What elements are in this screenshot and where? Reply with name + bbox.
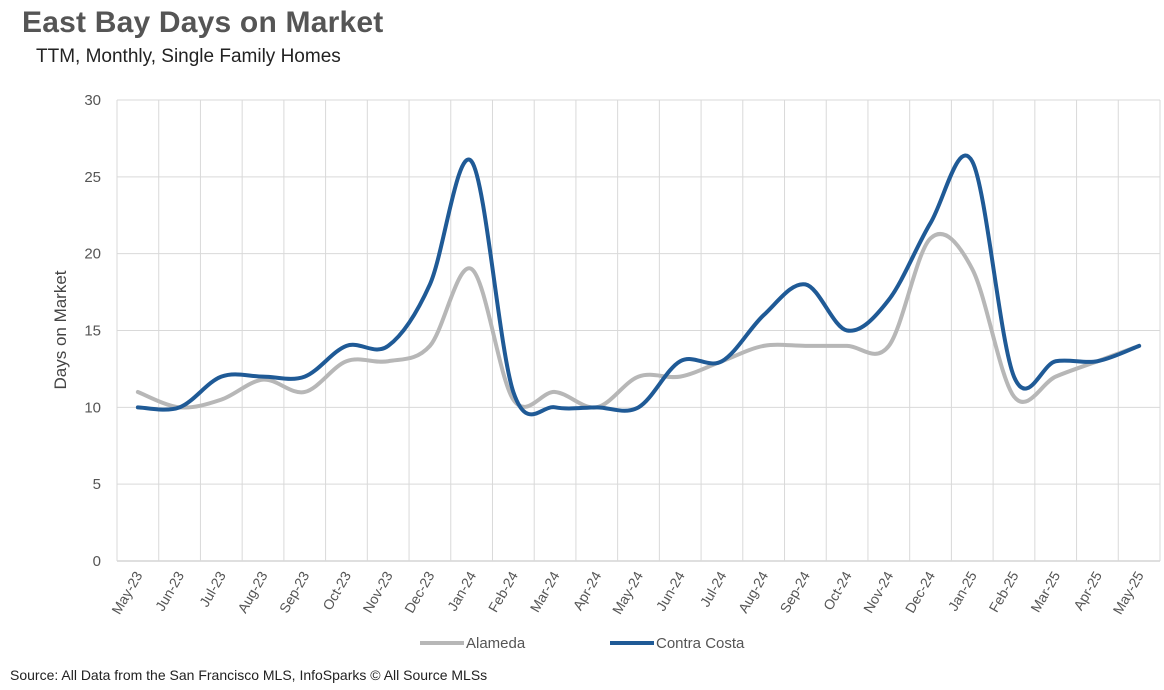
x-tick-label: Jun-24 — [653, 568, 688, 613]
x-tick-label: Dec-23 — [401, 568, 438, 615]
x-tick-label: Aug-24 — [735, 568, 772, 615]
series-line-alameda — [135, 231, 1142, 410]
y-axis-label: Days on Market — [51, 270, 70, 389]
x-tick-label: May-24 — [609, 568, 646, 617]
x-tick-label: May-23 — [108, 568, 145, 617]
legend-label: Alameda — [466, 635, 526, 652]
y-tick-label: 30 — [84, 92, 101, 109]
x-tick-label: Sep-23 — [276, 568, 313, 615]
chart-subtitle: TTM, Monthly, Single Family Homes — [36, 46, 341, 67]
source-note: Source: All Data from the San Francisco … — [10, 667, 488, 683]
x-tick-label: Oct-23 — [319, 568, 354, 613]
x-tick-label: Jun-23 — [152, 568, 187, 613]
series-lines — [135, 153, 1142, 417]
x-tick-label: Oct-24 — [820, 568, 855, 613]
y-tick-label: 5 — [93, 476, 101, 493]
x-axis-ticks: May-23 Jun-23 Jul-23 Aug-23 Sep-23 Oct-23 Nov-… — [108, 568, 1147, 617]
x-tick-label: Jul-23 — [196, 568, 229, 609]
y-axis-ticks: 0 5 10 15 20 25 30 — [84, 92, 101, 570]
x-tick-label: May-25 — [1110, 568, 1147, 617]
x-tick-label: Mar-25 — [1027, 568, 1063, 615]
series-line-contra-costa — [135, 153, 1142, 417]
y-tick-label: 10 — [84, 399, 101, 416]
y-tick-label: 0 — [93, 553, 101, 570]
y-tick-label: 15 — [84, 323, 101, 340]
x-tick-label: Aug-23 — [234, 568, 271, 615]
x-tick-label: Nov-23 — [359, 568, 396, 615]
legend: Alameda Contra Costa — [420, 635, 745, 652]
x-tick-label: Feb-25 — [986, 568, 1022, 615]
grid-lines — [116, 99, 1161, 562]
x-tick-label: Jul-24 — [697, 568, 730, 609]
x-tick-label: Jan-24 — [444, 568, 479, 613]
x-tick-label: Feb-24 — [485, 568, 521, 615]
x-tick-label: Mar-24 — [527, 568, 563, 615]
y-tick-label: 25 — [84, 169, 101, 186]
chart-title: East Bay Days on Market — [22, 6, 384, 39]
x-tick-label: Nov-24 — [860, 568, 897, 615]
x-tick-label: Jan-25 — [945, 568, 980, 613]
legend-label: Contra Costa — [656, 635, 745, 652]
x-tick-label: Sep-24 — [777, 568, 814, 615]
x-tick-label: Apr-25 — [1070, 568, 1105, 613]
x-tick-label: Dec-24 — [902, 568, 939, 615]
y-tick-label: 20 — [84, 246, 101, 263]
x-tick-label: Apr-24 — [570, 568, 605, 613]
